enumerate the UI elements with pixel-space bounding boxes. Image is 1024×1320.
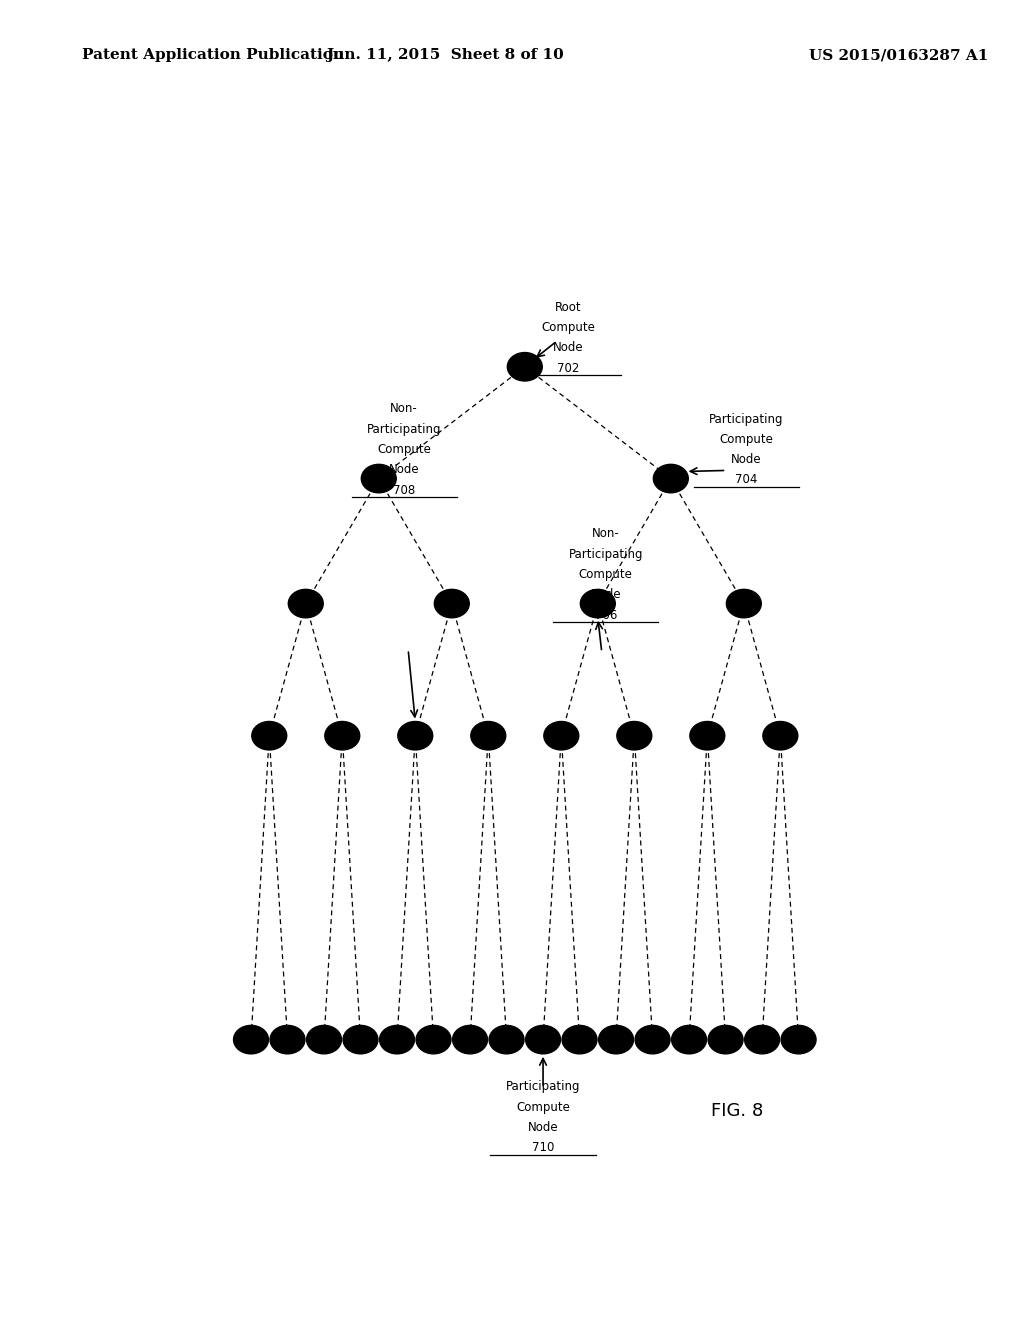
Ellipse shape [233,1026,268,1053]
Ellipse shape [453,1026,487,1053]
Ellipse shape [397,722,433,750]
Ellipse shape [361,465,396,492]
Text: Participating: Participating [709,412,783,425]
Text: FIG. 8: FIG. 8 [712,1102,764,1119]
Text: Patent Application Publication: Patent Application Publication [82,49,344,62]
Ellipse shape [763,722,798,750]
Ellipse shape [562,1026,597,1053]
Ellipse shape [507,352,543,381]
Ellipse shape [252,722,287,750]
Text: 702: 702 [557,362,580,375]
Text: Node: Node [389,463,420,477]
Text: Compute: Compute [579,568,633,581]
Text: Compute: Compute [719,433,773,446]
Text: Compute: Compute [516,1101,570,1114]
Text: Participating: Participating [568,548,643,561]
Ellipse shape [744,1026,779,1053]
Ellipse shape [270,1026,305,1053]
Text: Participating: Participating [367,422,441,436]
Text: 704: 704 [735,474,758,487]
Text: Node: Node [591,589,622,602]
Ellipse shape [599,1026,634,1053]
Ellipse shape [635,1026,670,1053]
Text: Jun. 11, 2015  Sheet 8 of 10: Jun. 11, 2015 Sheet 8 of 10 [327,49,564,62]
Ellipse shape [709,1026,743,1053]
Ellipse shape [471,722,506,750]
Text: Compute: Compute [542,321,595,334]
Ellipse shape [525,1026,560,1053]
Ellipse shape [726,589,761,618]
Ellipse shape [581,589,615,618]
Text: Participating: Participating [506,1080,581,1093]
Text: Node: Node [527,1121,558,1134]
Ellipse shape [380,1026,415,1053]
Text: Compute: Compute [377,444,431,455]
Ellipse shape [672,1026,707,1053]
Ellipse shape [690,722,725,750]
Ellipse shape [416,1026,451,1053]
Ellipse shape [306,1026,341,1053]
Ellipse shape [616,722,652,750]
Ellipse shape [325,722,359,750]
Ellipse shape [544,722,579,750]
Text: Node: Node [731,453,762,466]
Ellipse shape [489,1026,524,1053]
Text: 710: 710 [531,1142,554,1154]
Text: Root: Root [555,301,582,314]
Ellipse shape [289,589,324,618]
Text: Non-: Non- [390,403,418,416]
Ellipse shape [653,465,688,492]
Ellipse shape [781,1026,816,1053]
Text: 708: 708 [393,483,416,496]
Ellipse shape [434,589,469,618]
Text: US 2015/0163287 A1: US 2015/0163287 A1 [809,49,988,62]
Ellipse shape [343,1026,378,1053]
Text: Non-: Non- [592,528,620,540]
Text: Node: Node [553,342,584,354]
Text: 706: 706 [595,609,616,622]
